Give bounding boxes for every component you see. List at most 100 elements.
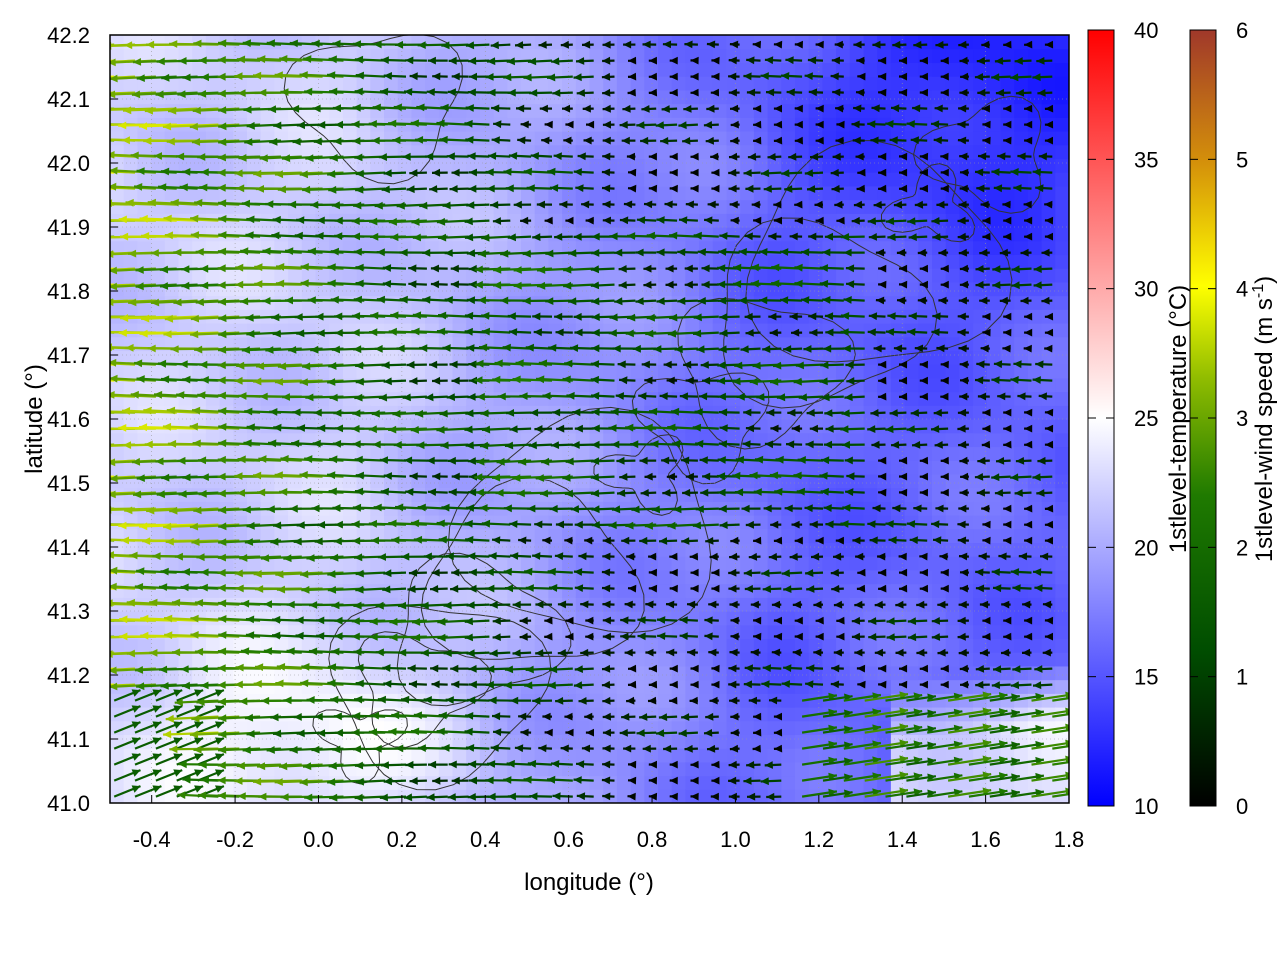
heatmap-cell (562, 542, 577, 557)
heatmap-cell (548, 199, 563, 214)
heatmap-cell (397, 76, 412, 91)
heatmap-cell (342, 350, 358, 365)
heatmap-cell (808, 460, 823, 475)
heatmap-cell (932, 35, 947, 50)
heatmap-cell (178, 254, 193, 269)
heatmap-cell (1000, 254, 1015, 269)
heatmap-cell (589, 556, 604, 571)
heatmap-cell (301, 611, 317, 626)
heatmap-cell (890, 131, 906, 146)
heatmap-cell (301, 35, 317, 50)
heatmap-cell (137, 172, 152, 187)
heatmap-cell (699, 172, 714, 187)
heatmap-cell (438, 254, 454, 269)
heatmap-cell (397, 350, 412, 365)
heatmap-cell (726, 391, 741, 406)
heatmap-cell (205, 364, 221, 379)
heatmap-cell (822, 35, 837, 50)
heatmap-cell (658, 323, 673, 338)
heatmap-cell (288, 364, 303, 379)
heatmap-cell (411, 487, 426, 502)
heatmap-cell (863, 48, 878, 64)
wind-arrow (110, 651, 115, 654)
heatmap-cell (452, 323, 467, 338)
heatmap-cell (205, 144, 221, 160)
heatmap-cell (123, 556, 138, 571)
heatmap-cell (205, 336, 221, 352)
heatmap-cell (877, 295, 892, 310)
heatmap-cell (233, 515, 248, 530)
heatmap-cell (260, 76, 275, 91)
heatmap-cell (233, 172, 248, 187)
heatmap-cell (863, 295, 878, 310)
heatmap-cell (904, 556, 919, 571)
heatmap-cell (205, 638, 221, 653)
heatmap-cell (233, 117, 248, 132)
heatmap-cell (288, 734, 303, 749)
heatmap-cell (973, 254, 988, 269)
wind-arrow (110, 587, 115, 590)
heatmap-cell (1041, 254, 1056, 269)
heatmap-cell (863, 268, 878, 283)
heatmap-cell (822, 76, 837, 91)
heatmap-cell (397, 254, 412, 269)
heatmap-cell (644, 734, 659, 749)
heatmap-cell (973, 131, 988, 146)
heatmap-cell (192, 542, 207, 557)
heatmap-cell (658, 172, 673, 187)
heatmap-cell (699, 323, 714, 338)
heatmap-cell (575, 350, 591, 365)
heatmap-cell (384, 131, 399, 146)
heatmap-cell (342, 515, 358, 530)
heatmap-cell (1041, 611, 1056, 626)
heatmap-cell (342, 734, 358, 749)
heatmap-cell (411, 391, 426, 406)
heatmap-cell (315, 268, 330, 283)
heatmap-cell (932, 364, 947, 379)
heatmap-cell (877, 611, 892, 626)
heatmap-cell (233, 254, 248, 269)
heatmap-cell (1055, 295, 1069, 310)
heatmap-cell (205, 199, 221, 214)
heatmap-cell (712, 131, 728, 146)
heatmap-cell (205, 460, 221, 475)
heatmap-cell (288, 268, 303, 283)
heatmap-cell (575, 611, 591, 626)
heatmap-cell (822, 460, 837, 475)
heatmap-cell (301, 350, 317, 365)
heatmap-cell (1055, 665, 1069, 681)
heatmap-cell (699, 48, 714, 64)
heatmap-cell (712, 158, 728, 173)
heatmap-cell (781, 789, 796, 803)
heatmap-cell (781, 295, 796, 310)
heatmap-cell (205, 419, 221, 434)
heatmap-cell (1000, 583, 1015, 598)
heatmap-cell (1041, 391, 1056, 406)
heatmap-cell (671, 268, 686, 283)
heatmap-cell (521, 62, 536, 77)
heatmap-cell (123, 48, 138, 64)
heatmap-cell (1055, 89, 1069, 105)
heatmap-cell (589, 158, 604, 173)
heatmap-cell (740, 103, 755, 118)
heatmap-cell (137, 761, 152, 777)
heatmap-cell (986, 199, 1002, 214)
heatmap-cell (288, 583, 303, 598)
heatmap-cell (274, 254, 289, 269)
heatmap-cell (1041, 556, 1056, 571)
heatmap-cell (699, 158, 714, 173)
wind-arrow (110, 571, 115, 574)
heatmap-cell (329, 103, 344, 118)
heatmap-cell (260, 679, 275, 694)
heatmap-cell (164, 62, 180, 77)
heatmap-cell (658, 542, 673, 557)
heatmap-cell (973, 515, 988, 530)
heatmap-cell (219, 460, 234, 475)
heatmap-cell (562, 707, 577, 722)
heatmap-cell (904, 199, 919, 214)
heatmap-cell (288, 720, 303, 736)
heatmap-cell (233, 295, 248, 310)
heatmap-cell (986, 652, 1002, 667)
heatmap-cell (589, 679, 604, 694)
heatmap-cell (836, 487, 851, 502)
